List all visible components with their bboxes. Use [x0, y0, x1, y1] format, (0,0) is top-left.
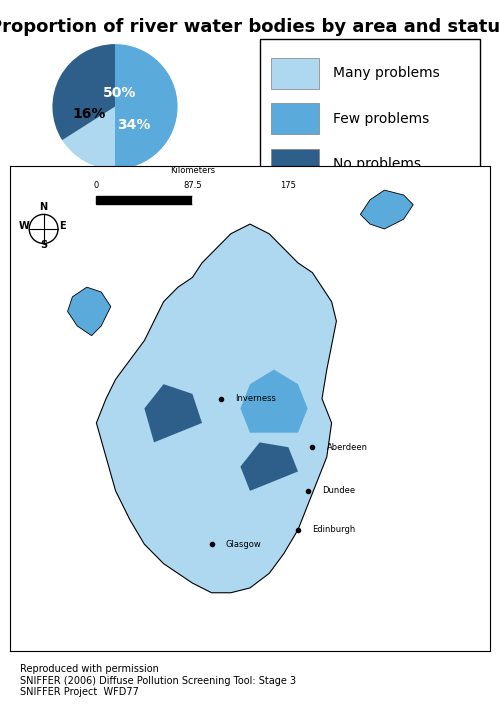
Text: N: N [40, 201, 48, 212]
Wedge shape [52, 44, 115, 140]
Text: E: E [60, 221, 66, 231]
Text: Kilometers: Kilometers [170, 166, 215, 175]
Text: Glasgow: Glasgow [226, 540, 262, 549]
Text: Dundee: Dundee [322, 486, 355, 496]
Text: Edinburgh: Edinburgh [312, 525, 356, 534]
Text: 0: 0 [94, 181, 99, 190]
Text: Aberdeen: Aberdeen [327, 443, 368, 451]
Text: No problems: No problems [332, 157, 420, 171]
Text: Reproduced with permission
SNIFFER (2006) Diffuse Pollution Screening Tool: Stag: Reproduced with permission SNIFFER (2006… [20, 664, 295, 697]
FancyBboxPatch shape [271, 149, 320, 180]
Text: 16%: 16% [72, 107, 106, 121]
Polygon shape [240, 442, 298, 491]
Polygon shape [360, 190, 413, 229]
Text: 175: 175 [280, 181, 296, 190]
Text: 34%: 34% [117, 119, 150, 132]
FancyBboxPatch shape [271, 103, 320, 134]
Text: Inverness: Inverness [236, 394, 277, 403]
FancyBboxPatch shape [271, 58, 320, 89]
Text: Proportion of river water bodies by area and status: Proportion of river water bodies by area… [0, 18, 500, 36]
FancyBboxPatch shape [260, 39, 480, 181]
Wedge shape [115, 44, 178, 169]
Wedge shape [62, 107, 115, 169]
Text: Few problems: Few problems [332, 112, 429, 126]
Text: Many problems: Many problems [332, 66, 440, 80]
Text: 50%: 50% [104, 86, 136, 100]
Text: S: S [40, 240, 47, 250]
Bar [96, 196, 192, 204]
Polygon shape [240, 370, 308, 433]
Text: W: W [19, 221, 30, 231]
Polygon shape [68, 287, 111, 336]
Polygon shape [96, 224, 336, 593]
Polygon shape [144, 384, 202, 442]
Bar [192, 196, 288, 204]
Text: 87.5: 87.5 [183, 181, 202, 190]
